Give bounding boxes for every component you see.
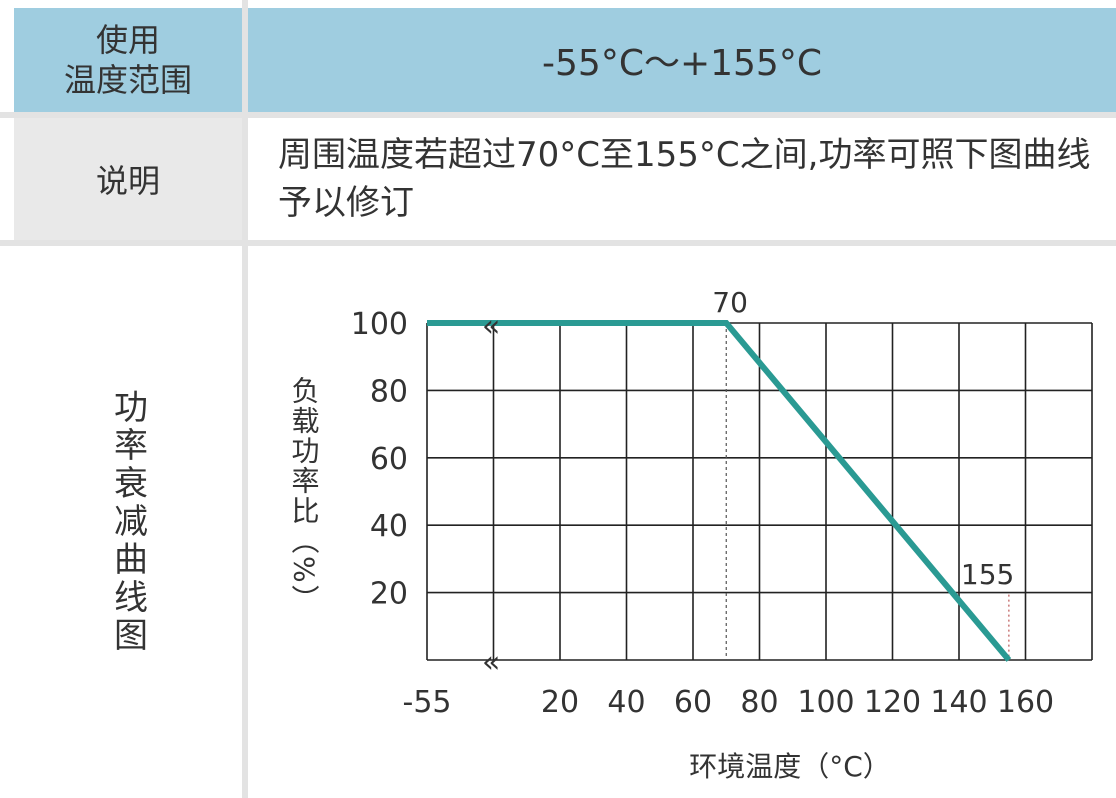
chart-area [248,246,1116,798]
x-axis-label: 环境温度（°C） [689,750,891,783]
break-mark-top: « [482,309,500,344]
x-tick-label: 120 [864,685,921,720]
range-label-line2: 温度范围 [63,61,192,99]
y-tick-label: 20 [370,577,408,612]
x-tick-label: 160 [997,685,1054,720]
curve-label: 功率衰减曲线图 [14,246,242,798]
x-tick-label: 20 [541,685,579,720]
break-mark-bottom: « [482,645,500,680]
x-tick-label: -55 [403,685,452,720]
y-tick-label: 100 [351,307,408,342]
x-tick-label: 100 [797,685,854,720]
y-tick-label: 40 [370,509,408,544]
x-tick-label: 140 [930,685,987,720]
curve-label-text: 功率衰减曲线图 [107,389,148,655]
range-value: -55°C～+155°C [248,8,1116,112]
y-tick-label: 60 [370,442,408,477]
x-tick-label: 40 [607,685,645,720]
desc-text: 周围温度若超过70°C至155°C之间,功率可照下图曲线予以修订 [248,118,1116,240]
desc-label: 说明 [14,118,242,240]
range-label-line1: 使用 [95,21,160,59]
x-tick-label: 60 [674,685,712,720]
y-axis-label: 负载功率比（%） [288,376,321,615]
y-tick-label: 80 [370,374,408,409]
annotation-155: 155 [961,558,1014,591]
range-label: 使用 温度范围 [14,8,242,112]
annotation-70: 70 [712,286,748,319]
x-tick-label: 80 [740,685,778,720]
derating-curve [427,320,1012,662]
